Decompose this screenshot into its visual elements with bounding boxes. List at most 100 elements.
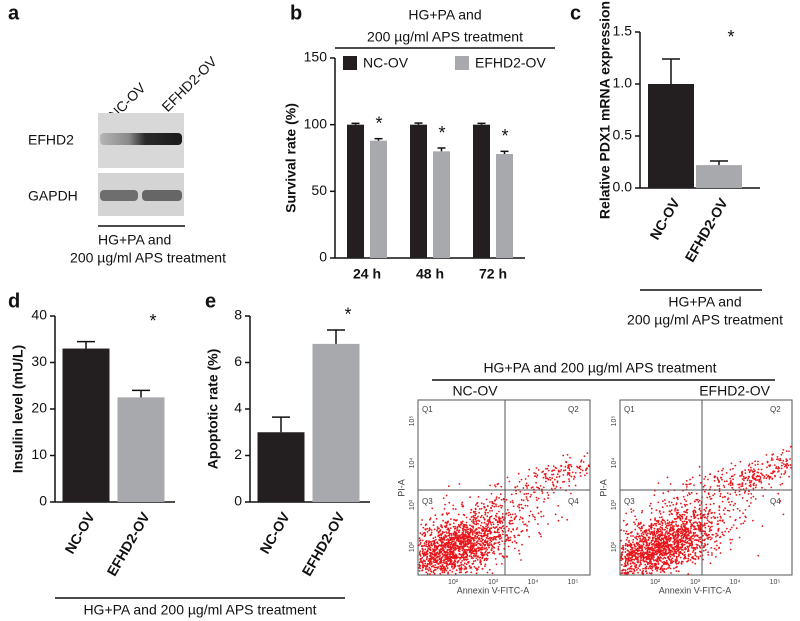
- event-dot: [439, 529, 442, 531]
- bar: [312, 343, 360, 502]
- event-dot: [636, 525, 639, 527]
- event-dot: [675, 540, 678, 542]
- event-dot: [717, 479, 720, 482]
- event-dot: [463, 550, 466, 553]
- event-dot: [650, 512, 653, 514]
- event-dot: [729, 528, 732, 531]
- event-dot: [686, 533, 689, 536]
- event-dot: [462, 553, 465, 556]
- event-dot: [529, 495, 532, 498]
- event-dot: [645, 529, 648, 531]
- event-dot: [626, 549, 629, 552]
- event-dot: [752, 483, 755, 486]
- event-dot: [478, 537, 481, 540]
- y-tick-label: 10: [31, 446, 47, 462]
- event-dot: [498, 531, 500, 534]
- event-dot: [778, 467, 781, 469]
- event-dot: [659, 546, 662, 549]
- event-dot: [528, 535, 531, 538]
- event-dot: [692, 549, 695, 552]
- event-dot: [640, 529, 642, 532]
- event-dot: [673, 525, 676, 527]
- event-dot: [766, 460, 769, 463]
- event-dot: [632, 535, 634, 537]
- x-tick-label: 48 h: [416, 266, 444, 282]
- event-dot: [756, 479, 759, 481]
- event-dot: [669, 559, 672, 562]
- event-dot: [757, 463, 759, 466]
- event-dot: [729, 482, 732, 485]
- event-dot: [658, 528, 661, 530]
- event-dot: [671, 544, 673, 546]
- event-dot: [444, 543, 447, 546]
- event-dot: [557, 504, 560, 507]
- event-dot: [580, 459, 583, 462]
- event-dot: [728, 509, 731, 512]
- event-dot: [665, 526, 667, 529]
- event-dot: [632, 541, 634, 543]
- event-dot: [664, 533, 667, 535]
- event-dot: [525, 496, 528, 498]
- event-dot: [683, 551, 686, 554]
- event-dot: [754, 460, 756, 463]
- event-dot: [655, 509, 658, 512]
- event-dot: [511, 519, 513, 522]
- event-dot: [715, 535, 717, 538]
- event-dot: [510, 516, 513, 519]
- event-dot: [521, 517, 524, 519]
- event-dot: [622, 568, 625, 571]
- event-dot: [691, 551, 694, 553]
- event-dot: [501, 516, 504, 519]
- event-dot: [475, 537, 477, 540]
- event-dot: [456, 547, 459, 549]
- event-dot: [426, 549, 429, 552]
- event-dot: [533, 491, 536, 494]
- event-dot: [572, 478, 575, 480]
- event-dot: [633, 543, 636, 546]
- event-dot: [620, 547, 623, 550]
- event-dot: [678, 548, 681, 550]
- event-dot: [425, 545, 427, 548]
- event-dot: [735, 527, 738, 530]
- event-dot: [758, 479, 761, 481]
- event-dot: [470, 508, 473, 511]
- event-dot: [689, 502, 692, 505]
- event-dot: [738, 490, 741, 493]
- event-dot: [655, 566, 658, 568]
- event-dot: [741, 478, 744, 480]
- event-dot: [703, 490, 706, 493]
- event-dot: [696, 514, 698, 517]
- event-dot: [465, 521, 468, 524]
- event-dot: [686, 494, 689, 497]
- event-dot: [718, 505, 721, 508]
- event-dot: [762, 474, 764, 477]
- event-dot: [518, 552, 521, 555]
- event-dot: [749, 502, 752, 504]
- event-dot: [685, 531, 688, 534]
- event-dot: [639, 551, 642, 554]
- event-dot: [461, 567, 463, 570]
- event-dot: [637, 552, 640, 555]
- event-dot: [665, 531, 667, 533]
- event-dot: [647, 567, 650, 570]
- event-dot: [678, 538, 681, 541]
- event-dot: [458, 571, 461, 574]
- event-dot: [466, 549, 469, 552]
- event-dot: [667, 535, 670, 538]
- event-dot: [486, 544, 489, 547]
- event-dot: [683, 520, 686, 523]
- event-dot: [777, 492, 780, 495]
- event-dot: [450, 541, 453, 544]
- event-dot: [702, 514, 705, 517]
- event-dot: [447, 572, 449, 575]
- event-dot: [522, 499, 525, 502]
- event-dot: [423, 555, 425, 557]
- event-dot: [721, 500, 724, 503]
- event-dot: [516, 527, 519, 529]
- event-dot: [741, 497, 744, 499]
- event-dot: [526, 498, 528, 500]
- event-dot: [505, 538, 508, 541]
- event-dot: [497, 521, 499, 524]
- event-dot: [514, 540, 516, 543]
- event-dot: [499, 493, 502, 496]
